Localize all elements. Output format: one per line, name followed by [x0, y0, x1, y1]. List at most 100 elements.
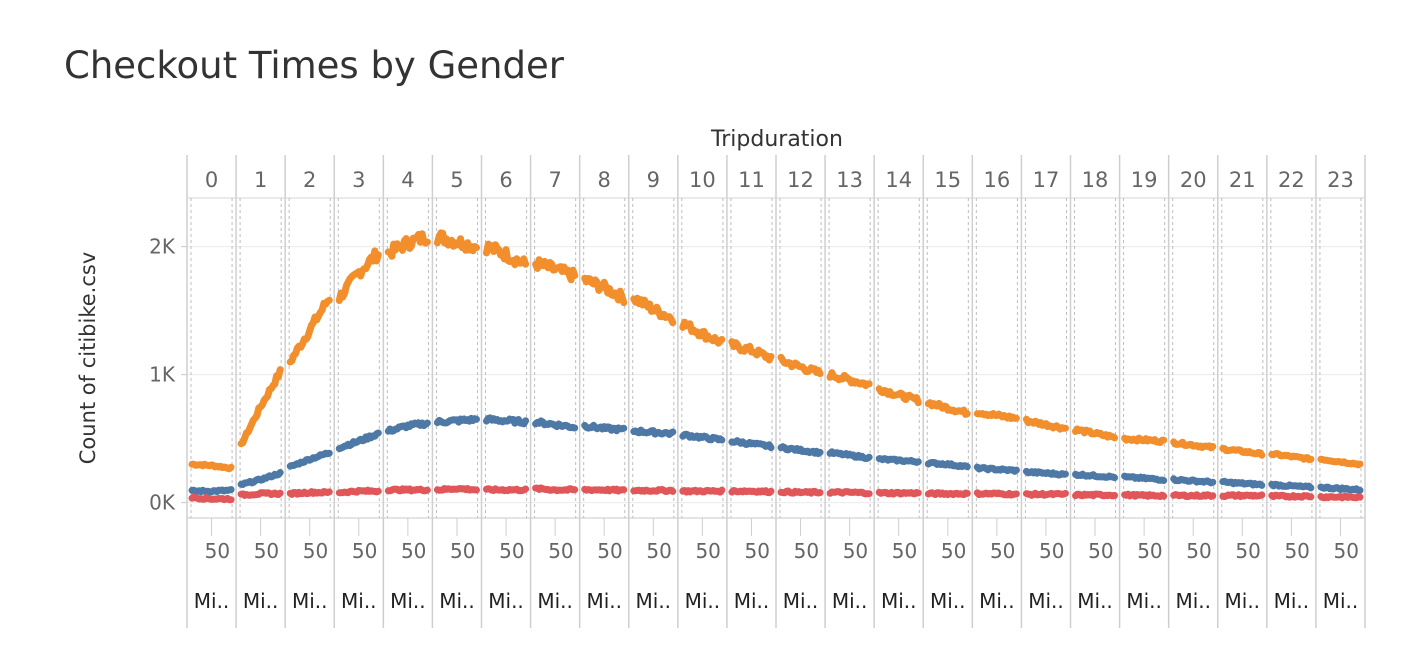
x-sub-label: Mi..	[194, 589, 230, 613]
series-2-panel-2	[286, 488, 333, 498]
series-0-panel-2	[286, 296, 333, 366]
series-1-panel-21	[1219, 477, 1266, 489]
panel-header-label: 2	[303, 168, 316, 192]
x-tick-label: 50	[745, 539, 770, 563]
series-0-panel-5	[433, 229, 480, 255]
x-tick-label: 50	[450, 539, 475, 563]
x-sub-label: Mi..	[292, 589, 328, 613]
series-2-panel-21	[1219, 491, 1266, 500]
series-2-panel-16	[973, 489, 1020, 499]
series-2-panel-10	[679, 486, 726, 496]
x-sub-label: Mi..	[832, 589, 868, 613]
series-1-panel-17	[1022, 467, 1069, 479]
x-tick-label: 50	[1137, 539, 1162, 563]
panel-header-label: 15	[934, 168, 961, 192]
series-0-panel-10	[679, 318, 726, 347]
series-2-panel-5	[433, 485, 480, 494]
series-1-panel-2	[286, 449, 333, 470]
series-2-panel-22	[1268, 491, 1315, 501]
x-sub-label: Mi..	[488, 589, 524, 613]
series-1-panel-0	[188, 486, 235, 496]
x-sub-label: Mi..	[586, 589, 622, 613]
series-2-panel-8	[581, 485, 628, 495]
x-tick-label: 50	[1186, 539, 1211, 563]
x-tick-label: 50	[941, 539, 966, 563]
series-1-panel-6	[483, 414, 530, 428]
series-1-panel-13	[826, 448, 873, 462]
x-tick-label: 50	[499, 539, 524, 563]
series-2-panel-15	[924, 489, 971, 499]
series-1-panel-4	[384, 419, 431, 435]
series-0-panel-0	[188, 460, 235, 473]
series-0-panel-15	[924, 399, 971, 418]
series-0-panel-21	[1219, 444, 1266, 459]
panel-header-label: 14	[885, 168, 912, 192]
x-tick-label: 50	[843, 539, 868, 563]
series-1-panel-23	[1317, 483, 1364, 494]
series-1-panel-1	[237, 469, 284, 488]
x-tick-label: 50	[1235, 539, 1260, 563]
panel-header-label: 13	[836, 168, 863, 192]
y-tick-label: 1K	[149, 363, 176, 387]
series-0-panel-9	[630, 294, 677, 327]
panel-header-label: 6	[499, 168, 512, 192]
series-lines	[188, 229, 1364, 504]
x-tick-label: 50	[1284, 539, 1309, 563]
series-0-panel-13	[826, 369, 873, 390]
series-2-panel-4	[384, 485, 431, 495]
x-sub-label: Mi..	[636, 589, 672, 613]
x-tick-label: 50	[205, 539, 230, 563]
series-0-panel-3	[335, 247, 382, 304]
series-1-panel-5	[433, 414, 480, 427]
panel-dividers	[186, 155, 1366, 628]
series-2-panel-0	[188, 493, 235, 504]
x-tick-label: 50	[990, 539, 1015, 563]
gridlines	[181, 246, 1365, 504]
panel-header-label: 9	[647, 168, 660, 192]
series-2-panel-14	[875, 488, 922, 498]
series-2-panel-12	[777, 487, 824, 497]
chart-title: Checkout Times by Gender	[64, 44, 564, 87]
series-0-panel-20	[1170, 438, 1217, 452]
panel-header-label: 16	[984, 168, 1011, 192]
series-1-panel-3	[335, 429, 382, 453]
panel-header-label: 11	[738, 168, 765, 192]
series-0-panel-16	[973, 410, 1020, 422]
series-1-panel-9	[630, 426, 677, 438]
series-1-panel-20	[1170, 475, 1217, 487]
x-sub-label: Mi..	[341, 589, 377, 613]
series-1-panel-15	[924, 459, 971, 471]
series-1-panel-22	[1268, 480, 1315, 492]
series-2-panel-6	[483, 485, 530, 495]
series-0-panel-7	[532, 256, 579, 284]
x-sub-label: Mi..	[734, 589, 770, 613]
x-sub-label: Mi..	[1028, 589, 1064, 613]
x-sub-label: Mi..	[1274, 589, 1310, 613]
x-tick-label: 50	[695, 539, 720, 563]
series-2-panel-18	[1072, 490, 1119, 500]
series-0-panel-17	[1022, 415, 1069, 433]
panel-header-label: 4	[401, 168, 414, 192]
panel-header-label: 18	[1082, 168, 1109, 192]
x-sub-label: Mi..	[243, 589, 279, 613]
x-sub-label: Mi..	[537, 589, 573, 613]
x-sub-label: Mi..	[685, 589, 721, 613]
series-0-panel-23	[1317, 455, 1364, 469]
series-0-panel-6	[483, 240, 530, 269]
series-0-panel-4	[384, 230, 431, 260]
x-sub-label: Mi..	[1175, 589, 1211, 613]
series-2-panel-9	[630, 486, 677, 495]
series-1-panel-18	[1072, 470, 1119, 482]
panel-header-label: 0	[205, 168, 218, 192]
y-tick-label: 0K	[149, 491, 176, 515]
series-1-panel-19	[1121, 472, 1168, 484]
panel-header-label: 20	[1180, 168, 1207, 192]
series-1-panel-12	[777, 443, 824, 458]
panel-header-label: 19	[1131, 168, 1158, 192]
x-tick-label: 50	[1088, 539, 1113, 563]
series-0-panel-14	[875, 385, 922, 407]
x-sub-label: Mi..	[881, 589, 917, 613]
x-sub-label: Mi..	[930, 589, 966, 613]
series-1-panel-16	[973, 463, 1020, 475]
series-0-panel-12	[777, 353, 824, 378]
